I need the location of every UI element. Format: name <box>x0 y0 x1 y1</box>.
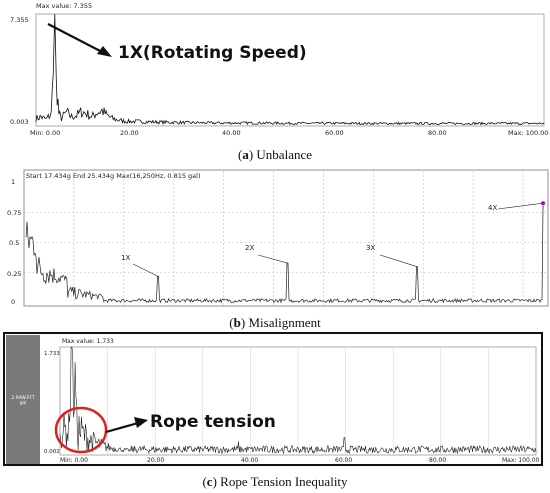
panel-c-highlight-ellipse <box>54 406 108 454</box>
panel-b-max-marker <box>541 201 545 206</box>
panel-a-caption-letter: a <box>242 147 249 162</box>
panel-c-caption: (c) Rope Tension Inequality <box>202 474 348 489</box>
panel-a-xtick-2: 40.00 <box>222 129 241 137</box>
panel-c-plot <box>54 346 537 456</box>
panel-c-header: Max value: 1.733 <box>62 338 114 345</box>
panel-b-peak-arrow-1 <box>132 263 159 277</box>
panel-b-ytick-025: 0.25 <box>7 270 22 278</box>
panel-b-caption: (b) Misalignment <box>229 315 321 330</box>
panel-b-peak-1x: 1X <box>121 254 131 262</box>
panel-c-arrow-head <box>134 417 148 428</box>
panel-b-peak-3x: 3X <box>366 244 376 252</box>
panel-b-peak-arrow-2 <box>257 254 288 264</box>
panel-a-ytick-max: 7.355 <box>10 16 29 24</box>
panel-c: 2.RAW.FFT gal Max value: 1.733 1.733 0.0… <box>0 330 550 493</box>
panel-b-peak-arrow-3 <box>379 254 418 267</box>
panel-c-caption-letter: c <box>206 474 213 489</box>
panel-b-ytick-1: 1 <box>11 178 16 186</box>
panel-c-side-bar <box>6 335 40 464</box>
panel-a-arrow-head <box>97 46 112 57</box>
panel-b-plot <box>23 169 549 307</box>
panel-b-peak-arrow-4 <box>497 202 544 210</box>
panel-a-ytick-min: 0.003 <box>10 118 29 126</box>
panel-a-plot <box>35 13 545 127</box>
panel-a-xtick-4: 80.00 <box>428 129 447 137</box>
panel-c-xtick-2: 40.00 <box>241 457 259 464</box>
panel-b: Start 17.434g End 25.434g Max(16,250Hz, … <box>0 168 550 330</box>
panel-a-caption-text: Unbalance <box>256 147 313 162</box>
panel-c-arrow-line <box>105 421 139 434</box>
panel-c-caption-text: Rope Tension Inequality <box>220 474 348 489</box>
panel-b-ytick-05: 0.5 <box>9 239 20 247</box>
panel-c-xtick-3: 60.00 <box>335 457 353 464</box>
panel-a-annotation: 1X(Rotating Speed) <box>118 43 307 63</box>
panel-a-xtick-5: Max: 100.00 <box>508 129 549 137</box>
panel-b-peak-4x: 4X <box>488 204 498 212</box>
panel-c-xtick-4: 80.00 <box>429 457 447 464</box>
panel-c-xtick-0: Min: 0.00 <box>60 457 88 464</box>
panel-c-ytick-min: 0.002 <box>44 449 60 455</box>
panel-c-annotation: Rope tension <box>150 412 276 432</box>
panel-a: Max value: 7.355 7.355 0.003 Min: 0.00 2… <box>0 0 550 168</box>
panel-a-xtick-0: Min: 0.00 <box>30 129 61 137</box>
panel-b-caption-letter: b <box>233 315 241 330</box>
panel-a-header: Max value: 7.355 <box>36 2 93 10</box>
panel-a-spectrum-line <box>35 13 545 126</box>
panel-b-caption-text: Misalignment <box>248 315 321 330</box>
panel-b-spectrum-line <box>25 205 544 304</box>
panel-c-side-label: 2.RAW.FFT gal <box>11 396 35 406</box>
panel-a-xtick-1: 20.00 <box>120 129 139 137</box>
panel-c-spectrum-line <box>59 346 537 455</box>
panel-c-xtick-1: 20.00 <box>147 457 165 464</box>
panel-b-header: Start 17.434g End 25.434g Max(16,250Hz, … <box>26 172 201 180</box>
panel-a-arrow-line <box>47 23 105 54</box>
panel-c-xtick-5: Max: 100.00 <box>502 457 540 464</box>
panel-b-peak-2x: 2X <box>245 244 255 252</box>
panel-c-ytick-max: 1.733 <box>44 351 60 357</box>
panel-a-caption: (a) Unbalance <box>237 147 313 162</box>
panel-b-ytick-075: 0.75 <box>7 209 22 217</box>
panel-a-xtick-3: 60.00 <box>325 129 344 137</box>
panel-b-ytick-0: 0 <box>11 298 16 306</box>
